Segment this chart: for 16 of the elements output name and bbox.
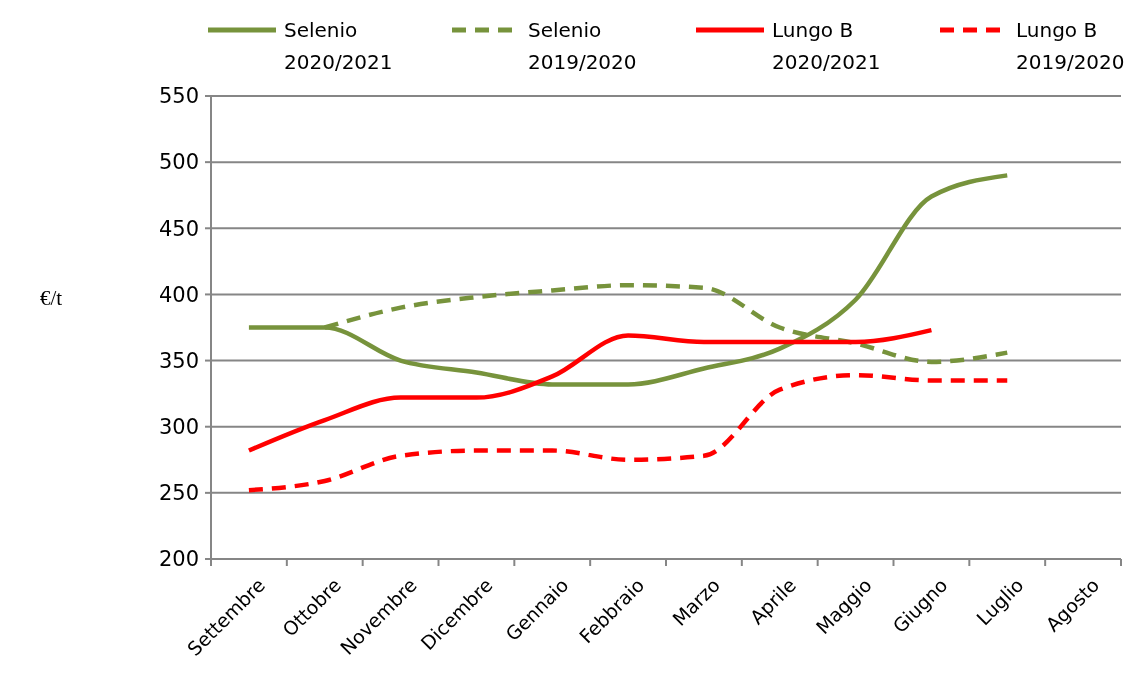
y-tick-label: 500 bbox=[158, 150, 199, 175]
line-series bbox=[246, 173, 1010, 387]
legend-label: Selenio 2019/2020 bbox=[528, 18, 637, 74]
line-series bbox=[246, 327, 934, 453]
y-tick-label: 200 bbox=[158, 547, 199, 572]
legend-label: Selenio 2020/2021 bbox=[284, 18, 393, 74]
y-tick-label: 450 bbox=[158, 216, 199, 241]
legend-label: Lungo B 2020/2021 bbox=[772, 18, 881, 74]
y-tick-label: 350 bbox=[158, 348, 199, 373]
y-axis-title: €/t bbox=[40, 285, 63, 310]
y-tick-label: 300 bbox=[158, 415, 199, 440]
y-tick-label: 550 bbox=[158, 84, 199, 109]
legend-label: Lungo B 2019/2020 bbox=[1016, 18, 1125, 74]
y-tick-label: 250 bbox=[158, 481, 199, 506]
line-series bbox=[246, 372, 1010, 493]
y-tick-label: 400 bbox=[158, 282, 199, 307]
